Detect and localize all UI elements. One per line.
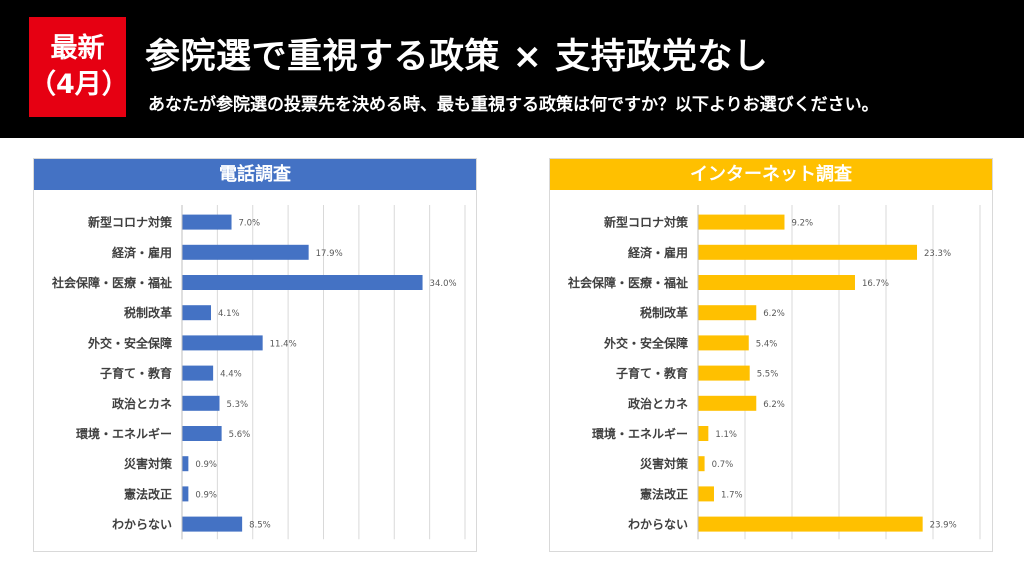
- value-label: 1.1%: [715, 430, 737, 440]
- category-label: 環境・エネルギー: [76, 426, 172, 441]
- internet-survey-panel: インターネット調査 新型コロナ対策 9.2% 経済・雇用 23.3% 社会保障・医療・福…: [549, 158, 993, 552]
- category-label: 新型コロナ対策: [88, 215, 173, 230]
- value-label: 4.1%: [218, 309, 240, 319]
- badge-line-2: （4月）: [29, 69, 129, 100]
- bar: [698, 275, 855, 290]
- bar: [182, 516, 243, 532]
- category-label: 税制改革: [640, 305, 688, 320]
- value-label: 5.5%: [757, 370, 779, 380]
- category-label: 外交・安全保障: [88, 335, 172, 350]
- bar: [182, 214, 232, 230]
- category-label: 憲法改正: [639, 486, 688, 501]
- value-label: 5.4%: [756, 339, 778, 349]
- value-label: 6.2%: [763, 400, 785, 410]
- bar: [698, 365, 750, 381]
- value-label: 5.6%: [229, 430, 251, 440]
- bar: [698, 486, 714, 502]
- bar: [698, 214, 785, 230]
- bar: [698, 305, 757, 321]
- bar: [182, 486, 189, 502]
- category-label: 経済・雇用: [112, 245, 172, 260]
- category-label: 税制改革: [124, 305, 172, 320]
- bar: [182, 335, 263, 351]
- category-label: わからない: [112, 518, 172, 532]
- badge-line-1: 最新: [50, 33, 105, 64]
- value-label: 17.9%: [316, 249, 343, 259]
- value-label: 8.5%: [249, 521, 271, 531]
- category-label: 社会保障・医療・福祉: [51, 275, 172, 290]
- bar: [698, 426, 709, 441]
- bar: [182, 305, 212, 321]
- value-label: 0.9%: [195, 460, 217, 470]
- phone-survey-title: 電話調査: [34, 159, 476, 190]
- bar: [182, 275, 423, 290]
- bar: [182, 365, 214, 381]
- bar: [182, 426, 222, 441]
- header-bar: 最新 （4月） 参院選で重視する政策 × 支持政党なし あなたが参院選の投票先を…: [0, 0, 1024, 138]
- category-label: 政治とカネ: [628, 396, 688, 411]
- value-label: 5.3%: [226, 400, 248, 410]
- bar: [182, 244, 309, 260]
- latest-badge: 最新 （4月）: [29, 17, 129, 117]
- value-label: 11.4%: [270, 339, 297, 349]
- category-label: 経済・雇用: [628, 245, 688, 260]
- value-label: 0.7%: [712, 460, 734, 470]
- bar: [698, 244, 918, 260]
- value-label: 23.9%: [930, 521, 957, 531]
- value-label: 6.2%: [763, 309, 785, 319]
- page-subtitle: あなたが参院選の投票先を決める時、最も重視する政策は何ですか？以下よりお選びくだ…: [148, 95, 879, 115]
- value-label: 7.0%: [239, 219, 261, 229]
- page-title: 参院選で重視する政策 × 支持政党なし: [145, 37, 769, 77]
- value-label: 9.2%: [791, 219, 813, 229]
- value-label: 34.0%: [430, 279, 457, 289]
- category-label: 政治とカネ: [112, 396, 172, 411]
- value-label: 16.7%: [862, 279, 889, 289]
- internet-survey-chart: 新型コロナ対策 9.2% 経済・雇用 23.3% 社会保障・医療・福祉 16.7% 税制改革…: [567, 205, 981, 540]
- value-label: 1.7%: [721, 490, 743, 500]
- internet-survey-title: インターネット調査: [550, 159, 992, 190]
- category-label: 社会保障・医療・福祉: [567, 275, 688, 290]
- bar: [698, 395, 757, 411]
- category-label: 災害対策: [124, 456, 173, 471]
- phone-survey-chart: 新型コロナ対策 7.0% 経済・雇用 17.9% 社会保障・医療・福祉 34.0% 税制改革…: [51, 205, 466, 540]
- bar: [698, 335, 749, 351]
- category-label: 新型コロナ対策: [604, 215, 689, 230]
- category-label: 憲法改正: [123, 486, 172, 501]
- category-label: 子育て・教育: [100, 366, 172, 381]
- value-label: 4.4%: [220, 370, 242, 380]
- category-label: 環境・エネルギー: [592, 426, 688, 441]
- bar: [698, 516, 923, 532]
- bar: [182, 395, 220, 411]
- category-label: わからない: [628, 518, 688, 532]
- value-label: 23.3%: [924, 249, 951, 259]
- category-label: 子育て・教育: [616, 366, 688, 381]
- value-label: 0.9%: [195, 490, 217, 500]
- phone-survey-panel: 電話調査 新型コロナ対策 7.0% 経済・雇用 17.9% 社会保障・医療・福祉 34.0…: [33, 158, 477, 552]
- bar: [182, 456, 189, 472]
- bar: [698, 456, 705, 472]
- category-label: 災害対策: [640, 456, 689, 471]
- category-label: 外交・安全保障: [604, 335, 688, 350]
